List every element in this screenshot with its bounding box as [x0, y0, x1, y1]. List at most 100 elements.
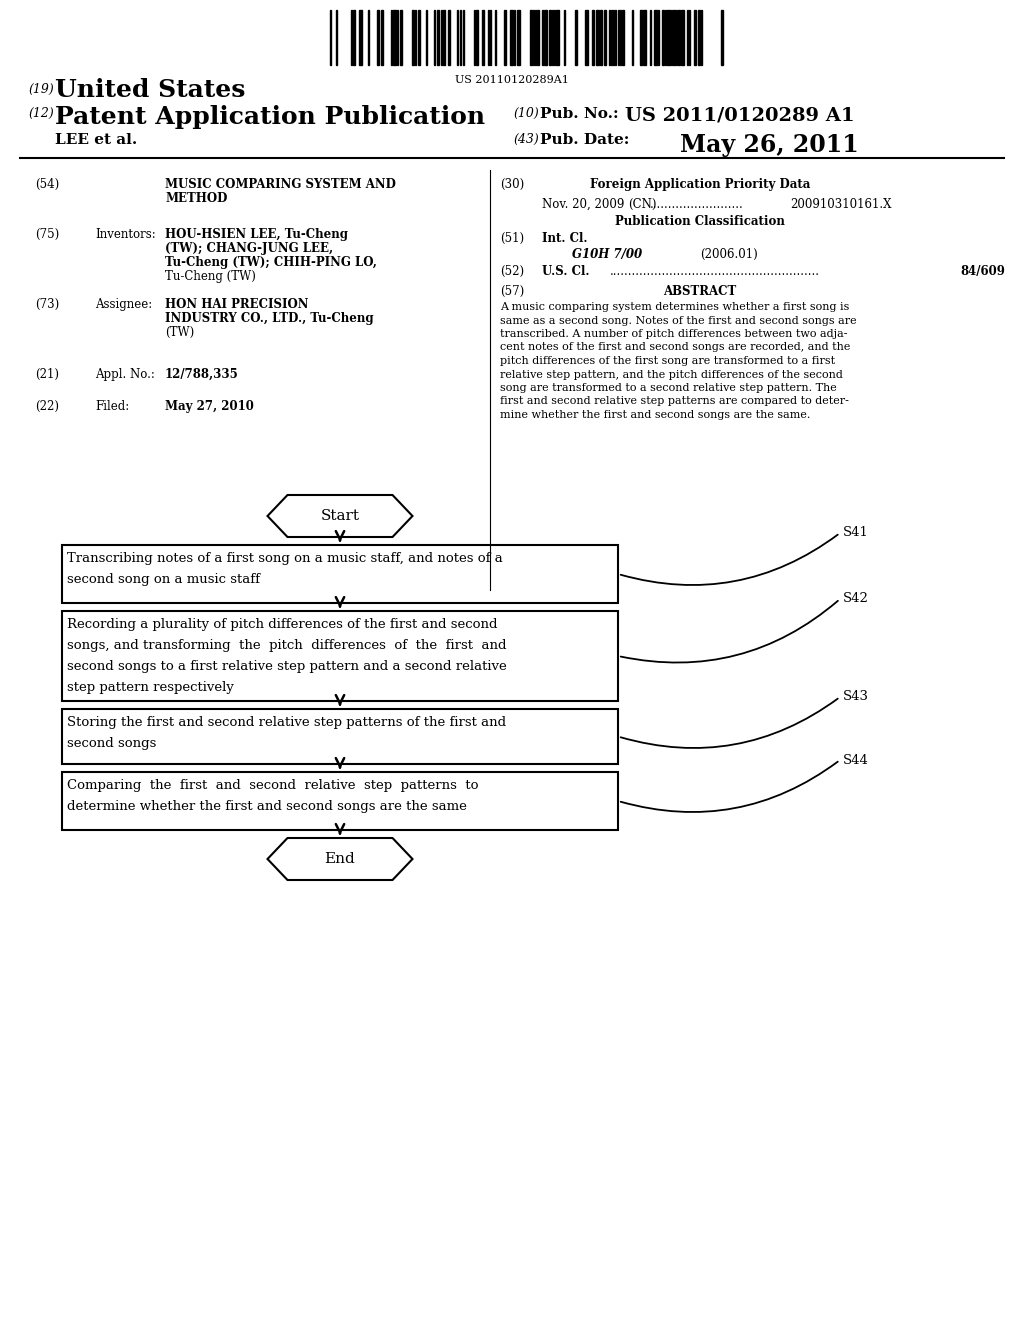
Text: (CN): (CN)	[628, 198, 656, 211]
Text: ABSTRACT: ABSTRACT	[664, 285, 736, 298]
Text: US 2011/0120289 A1: US 2011/0120289 A1	[625, 107, 855, 125]
Text: Transcribing notes of a first song on a music staff, and notes of a: Transcribing notes of a first song on a …	[67, 552, 503, 565]
Bar	[681, 11, 684, 65]
Bar	[654, 11, 657, 65]
Text: Int. Cl.: Int. Cl.	[542, 232, 588, 246]
Bar	[393, 11, 396, 65]
Text: (57): (57)	[500, 285, 524, 298]
Text: S43: S43	[843, 690, 869, 704]
Text: A music comparing system determines whether a first song is: A music comparing system determines whet…	[500, 302, 849, 312]
Text: Pub. Date:: Pub. Date:	[540, 133, 630, 147]
Text: song are transformed to a second relative step pattern. The: song are transformed to a second relativ…	[500, 383, 837, 393]
Text: (10): (10)	[513, 107, 539, 120]
Bar	[517, 11, 520, 65]
Bar	[596, 11, 599, 65]
Text: relative step pattern, and the pitch differences of the second: relative step pattern, and the pitch dif…	[500, 370, 843, 380]
Bar	[592, 11, 594, 65]
Text: U.S. Cl.: U.S. Cl.	[542, 265, 590, 279]
Text: ........................................................: ........................................…	[610, 265, 820, 279]
Text: 12/788,335: 12/788,335	[165, 368, 239, 381]
Text: (2006.01): (2006.01)	[700, 248, 758, 261]
Bar	[412, 11, 414, 65]
Bar	[585, 11, 588, 65]
Bar	[530, 11, 532, 65]
Text: Pub. No.:: Pub. No.:	[540, 107, 618, 121]
Text: step pattern respectively: step pattern respectively	[67, 681, 233, 694]
Text: (52): (52)	[500, 265, 524, 279]
Text: (22): (22)	[35, 400, 59, 413]
Bar	[476, 11, 478, 65]
Text: S42: S42	[843, 593, 869, 606]
Bar	[667, 11, 670, 65]
Text: (TW): (TW)	[165, 326, 195, 339]
Text: (54): (54)	[35, 178, 59, 191]
Text: METHOD: METHOD	[165, 191, 227, 205]
Bar	[575, 11, 577, 65]
Text: G10H 7/00: G10H 7/00	[572, 248, 642, 261]
Text: (19): (19)	[28, 83, 53, 96]
Text: May 27, 2010: May 27, 2010	[165, 400, 254, 413]
Bar	[62, 709, 618, 764]
Bar	[400, 11, 402, 65]
Bar	[694, 11, 696, 65]
Bar	[643, 11, 646, 65]
Bar	[62, 611, 618, 701]
Bar	[449, 11, 450, 65]
Text: (TW); CHANG-JUNG LEE,: (TW); CHANG-JUNG LEE,	[165, 242, 333, 255]
Text: May 26, 2011: May 26, 2011	[680, 133, 859, 157]
Text: HOU-HSIEN LEE, Tu-Cheng: HOU-HSIEN LEE, Tu-Cheng	[165, 228, 348, 242]
Bar	[443, 11, 445, 65]
Text: Recording a plurality of pitch differences of the first and second: Recording a plurality of pitch differenc…	[67, 618, 498, 631]
Text: S41: S41	[843, 527, 869, 540]
Text: MUSIC COMPARING SYSTEM AND: MUSIC COMPARING SYSTEM AND	[165, 178, 396, 191]
Text: LEE et al.: LEE et al.	[55, 133, 137, 147]
Bar	[678, 11, 680, 65]
Text: second songs: second songs	[67, 737, 157, 750]
Text: mine whether the first and second songs are the same.: mine whether the first and second songs …	[500, 411, 810, 420]
Text: 200910310161.X: 200910310161.X	[790, 198, 892, 211]
Bar	[622, 11, 624, 65]
Text: Filed:: Filed:	[95, 400, 129, 413]
Bar	[556, 11, 559, 65]
Text: Inventors:: Inventors:	[95, 228, 156, 242]
Bar	[377, 11, 379, 65]
Bar	[381, 11, 383, 65]
Text: 84/609: 84/609	[961, 265, 1005, 279]
Text: Start: Start	[321, 510, 359, 523]
Text: transcribed. A number of pitch differences between two adja-: transcribed. A number of pitch differenc…	[500, 329, 848, 339]
Bar	[544, 11, 547, 65]
Text: Nov. 20, 2009: Nov. 20, 2009	[542, 198, 625, 211]
Text: HON HAI PRECISION: HON HAI PRECISION	[165, 298, 308, 312]
Bar	[504, 11, 506, 65]
Text: Appl. No.:: Appl. No.:	[95, 368, 155, 381]
Text: US 20110120289A1: US 20110120289A1	[455, 75, 569, 84]
Text: second song on a music staff: second song on a music staff	[67, 573, 260, 586]
Bar	[640, 11, 642, 65]
Bar	[353, 11, 355, 65]
Text: (43): (43)	[513, 133, 539, 147]
Text: Storing the first and second relative step patterns of the first and: Storing the first and second relative st…	[67, 715, 506, 729]
Bar	[418, 11, 420, 65]
Text: Comparing  the  first  and  second  relative  step  patterns  to: Comparing the first and second relative …	[67, 779, 478, 792]
Bar	[673, 11, 675, 65]
Bar	[600, 11, 602, 65]
Bar	[604, 11, 606, 65]
Text: pitch differences of the first song are transformed to a first: pitch differences of the first song are …	[500, 356, 836, 366]
Bar	[537, 11, 539, 65]
Text: second songs to a first relative step pattern and a second relative: second songs to a first relative step pa…	[67, 660, 507, 673]
Text: cent notes of the first and second songs are recorded, and the: cent notes of the first and second songs…	[500, 342, 850, 352]
Bar	[721, 11, 723, 65]
Text: .........................: .........................	[650, 198, 743, 211]
Text: first and second relative step patterns are compared to deter-: first and second relative step patterns …	[500, 396, 849, 407]
Text: End: End	[325, 851, 355, 866]
Text: Foreign Application Priority Data: Foreign Application Priority Data	[590, 178, 810, 191]
Text: Tu-Cheng (TW): Tu-Cheng (TW)	[165, 271, 256, 282]
Bar	[359, 11, 362, 65]
Text: Publication Classification: Publication Classification	[615, 215, 785, 228]
Text: United States: United States	[55, 78, 246, 102]
Text: Patent Application Publication: Patent Application Publication	[55, 106, 485, 129]
Bar	[698, 11, 700, 65]
Text: songs, and transforming  the  pitch  differences  of  the  first  and: songs, and transforming the pitch differ…	[67, 639, 507, 652]
Text: (73): (73)	[35, 298, 59, 312]
Text: INDUSTRY CO., LTD., Tu-Cheng: INDUSTRY CO., LTD., Tu-Cheng	[165, 312, 374, 325]
